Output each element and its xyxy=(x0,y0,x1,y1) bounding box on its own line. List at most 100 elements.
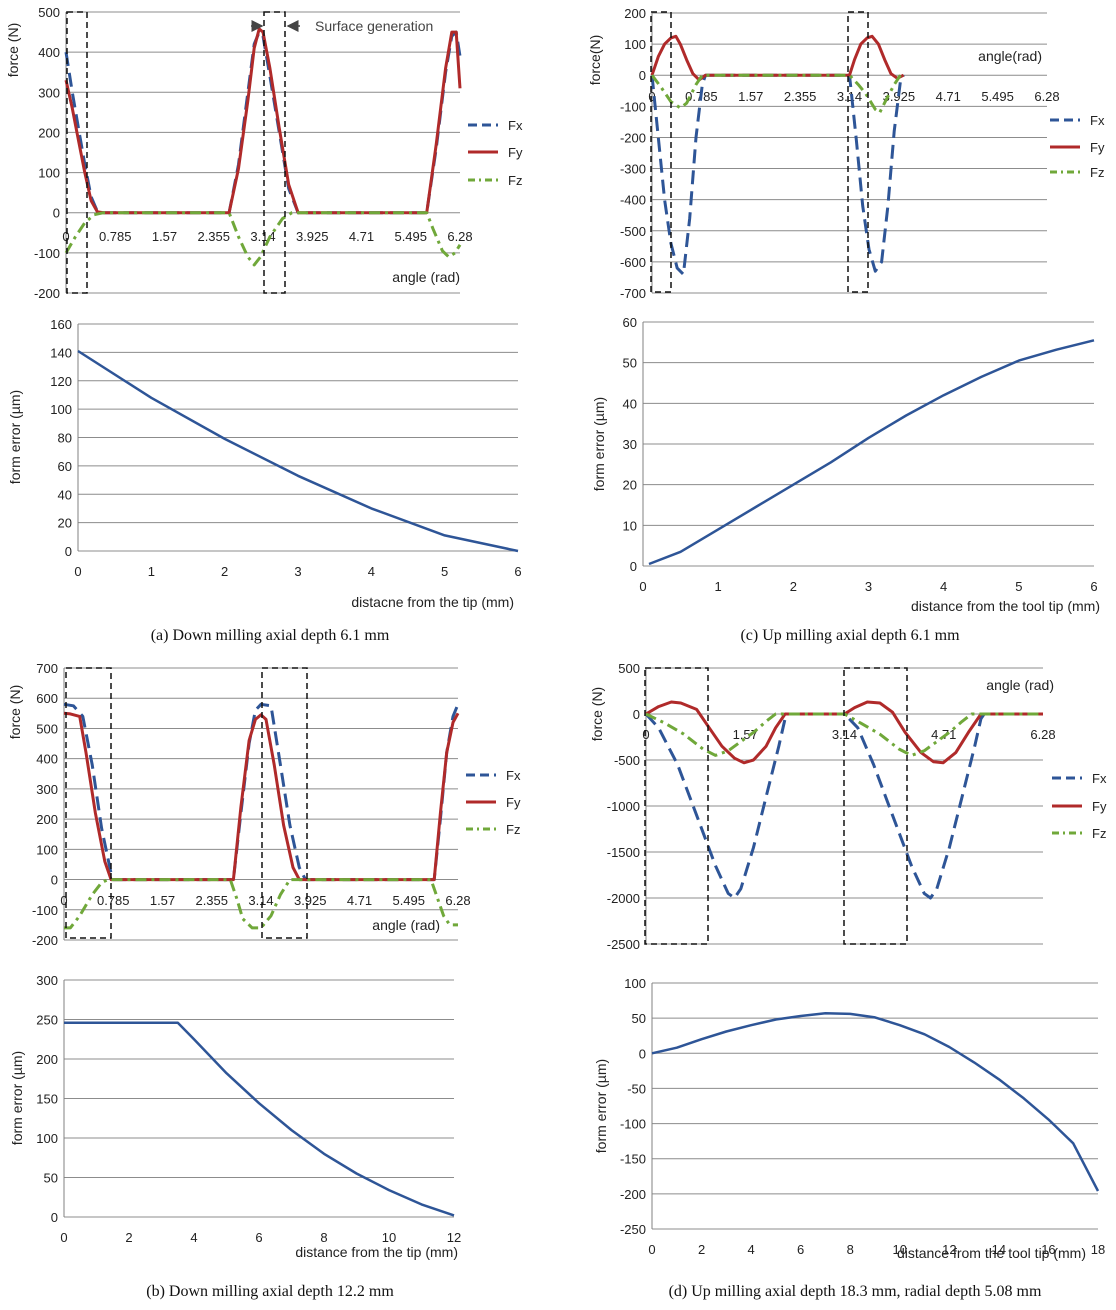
x-tick-label: 5 xyxy=(1015,579,1022,594)
y-tick-label: 140 xyxy=(50,345,72,360)
y-tick-label: -100 xyxy=(34,246,60,261)
y-axis-title: form error (µm) xyxy=(7,390,23,484)
y-tick-label: 400 xyxy=(36,752,58,767)
y-tick-label: 500 xyxy=(618,661,640,676)
legend-label-fx: Fx xyxy=(1092,771,1107,786)
y-tick-label: 50 xyxy=(44,1171,58,1186)
series-fy xyxy=(64,27,462,215)
y-tick-label: 120 xyxy=(50,374,72,389)
x-axis-title: angle (rad) xyxy=(986,677,1054,693)
y-tick-label: -100 xyxy=(32,903,58,918)
chart-c-error: 0 10 20 30 40 50 60 0 1 2 3 4 5 6 distance from the to… xyxy=(591,315,1100,614)
x-axis-title: distance from the tip (mm) xyxy=(295,1244,458,1260)
y-tick-label: 80 xyxy=(58,431,72,446)
x-tick-label: 4.71 xyxy=(931,727,956,742)
generation-window-box xyxy=(650,11,672,293)
x-tick-label: 5.495 xyxy=(392,893,425,908)
x-tick-label: 3 xyxy=(865,579,872,594)
x-tick-label: 14 xyxy=(992,1242,1006,1257)
x-tick-label: 1.57 xyxy=(738,89,763,104)
y-tick-label: 250 xyxy=(36,1013,58,1028)
x-tick-label: 0 xyxy=(639,579,646,594)
series-fz xyxy=(64,878,458,930)
x-tick-label: 2 xyxy=(125,1230,132,1245)
y-tick-label: -600 xyxy=(620,255,646,270)
y-axis-title: force (N) xyxy=(7,685,23,739)
y-tick-label: 200 xyxy=(624,6,646,21)
series-form-error xyxy=(648,339,1095,566)
y-axis-title: form error (µm) xyxy=(593,1059,609,1153)
y-tick-label: 100 xyxy=(624,37,646,52)
x-tick-label: 4.71 xyxy=(347,893,372,908)
y-tick-label: 100 xyxy=(624,976,646,991)
x-axis-title: distance from the tool tip (mm) xyxy=(911,598,1100,614)
y-tick-label: 0 xyxy=(53,206,60,221)
x-tick-label: 6.28 xyxy=(1030,727,1055,742)
chart-d-error: -250 -200 -150 -100 -50 0 50 100 0 2 4 6 8 10 12 14 16 18… xyxy=(593,976,1105,1261)
y-tick-label: 200 xyxy=(36,812,58,827)
x-tick-label: 12 xyxy=(447,1230,461,1245)
y-tick-label: 60 xyxy=(623,315,637,330)
x-tick-label: 2.355 xyxy=(197,229,230,244)
x-axis-title: angle (rad) xyxy=(372,917,440,933)
x-tick-label: 6.28 xyxy=(445,893,470,908)
x-tick-label: 3.925 xyxy=(883,89,916,104)
x-tick-label: 0 xyxy=(642,727,649,742)
y-tick-label: 0 xyxy=(639,68,646,83)
x-tick-label: 4 xyxy=(747,1242,754,1257)
series-form-error xyxy=(64,1021,455,1217)
caption-b: (b) Down milling axial depth 12.2 mm xyxy=(146,1283,394,1300)
generation-window-box xyxy=(263,11,286,294)
y-tick-label: 0 xyxy=(51,1210,58,1225)
x-tick-label: 18 xyxy=(1091,1242,1105,1257)
x-tick-label: 8 xyxy=(847,1242,854,1257)
x-tick-label: 4 xyxy=(368,564,375,579)
y-tick-label: 20 xyxy=(58,516,72,531)
series-fx xyxy=(650,73,905,276)
x-tick-label: 5.495 xyxy=(394,229,427,244)
x-tick-label: 0 xyxy=(62,229,69,244)
generation-window-box xyxy=(843,667,908,945)
y-tick-label: -300 xyxy=(620,162,646,177)
x-tick-label: 6.28 xyxy=(1034,89,1059,104)
generation-window-box xyxy=(644,667,709,945)
legend-label-fy: Fy xyxy=(508,145,523,160)
legend-label-fz: Fz xyxy=(506,822,520,837)
y-tick-label: 50 xyxy=(623,356,637,371)
y-tick-label: 10 xyxy=(623,518,637,533)
caption-a: (a) Down milling axial depth 6.1 mm xyxy=(151,627,390,644)
x-tick-label: 0 xyxy=(60,893,67,908)
x-tick-label: 0 xyxy=(648,1242,655,1257)
y-tick-label: -200 xyxy=(620,130,646,145)
x-tick-label: 4 xyxy=(190,1230,197,1245)
y-tick-label: 50 xyxy=(632,1011,646,1026)
legend-label-fx: Fx xyxy=(506,768,521,783)
y-tick-label: 0 xyxy=(630,559,637,574)
y-tick-label: -100 xyxy=(620,1117,646,1132)
y-axis-title: force(N) xyxy=(587,35,603,86)
x-tick-label: 8 xyxy=(320,1230,327,1245)
y-tick-label: -50 xyxy=(627,1081,646,1096)
generation-window-box xyxy=(847,11,869,293)
x-tick-label: 6 xyxy=(255,1230,262,1245)
x-tick-label: 1 xyxy=(715,579,722,594)
y-tick-label: 200 xyxy=(36,1052,58,1067)
caption-d: (d) Up milling axial depth 18.3 mm, radi… xyxy=(669,1283,1042,1300)
legend-label-fz: Fz xyxy=(1092,826,1106,841)
x-tick-label: 1.57 xyxy=(733,727,758,742)
y-tick-label: 30 xyxy=(623,437,637,452)
y-tick-label: -700 xyxy=(620,286,646,301)
x-tick-label: 1.57 xyxy=(150,893,175,908)
x-tick-label: 6.28 xyxy=(447,229,472,244)
x-tick-label: 10 xyxy=(382,1230,396,1245)
x-tick-label: 2 xyxy=(790,579,797,594)
y-axis-title: form error (µm) xyxy=(9,1051,25,1145)
x-tick-label: 2.355 xyxy=(784,89,817,104)
y-tick-label: 0 xyxy=(51,873,58,888)
x-tick-label: 0.785 xyxy=(99,229,132,244)
y-tick-label: 100 xyxy=(38,166,60,181)
